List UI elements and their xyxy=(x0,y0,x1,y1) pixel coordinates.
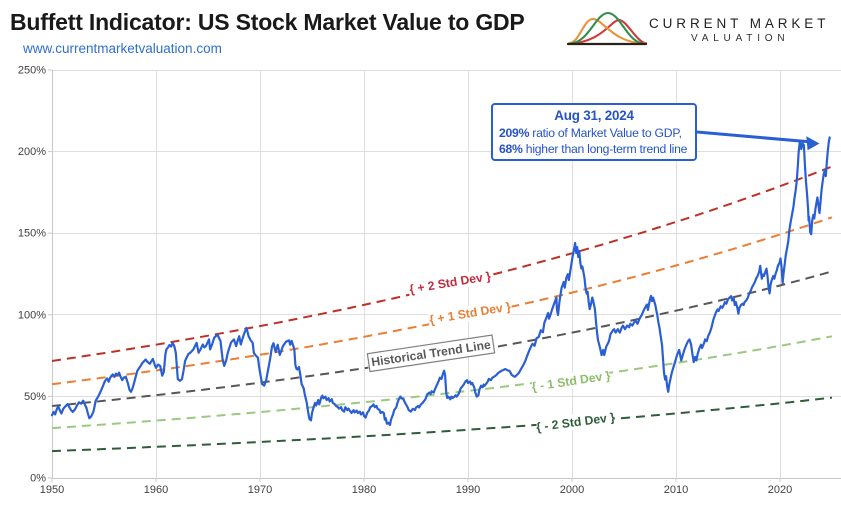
svg-text:1970: 1970 xyxy=(248,484,272,496)
svg-text:{ - 2 Std Dev }: { - 2 Std Dev } xyxy=(535,410,616,434)
svg-text:2000: 2000 xyxy=(560,484,584,496)
svg-text:1990: 1990 xyxy=(456,484,480,496)
svg-text:0%: 0% xyxy=(30,473,46,485)
svg-text:Historical Trend Line: Historical Trend Line xyxy=(370,338,492,370)
svg-text:250%: 250% xyxy=(18,65,46,77)
svg-text:2010: 2010 xyxy=(664,484,688,496)
svg-text:1950: 1950 xyxy=(40,484,64,496)
svg-text:150%: 150% xyxy=(18,228,46,240)
svg-text:50%: 50% xyxy=(24,391,46,403)
svg-text:1960: 1960 xyxy=(144,484,168,496)
svg-text:{ + 1 Std Dev }: { + 1 Std Dev } xyxy=(428,299,512,326)
svg-text:100%: 100% xyxy=(18,309,46,321)
svg-text:1980: 1980 xyxy=(352,484,376,496)
svg-text:2020: 2020 xyxy=(768,484,792,496)
svg-text:{ - 1 Std Dev }: { - 1 Std Dev } xyxy=(531,368,612,394)
svg-text:{ + 2 Std Dev }: { + 2 Std Dev } xyxy=(408,269,492,296)
svg-text:200%: 200% xyxy=(18,146,46,158)
